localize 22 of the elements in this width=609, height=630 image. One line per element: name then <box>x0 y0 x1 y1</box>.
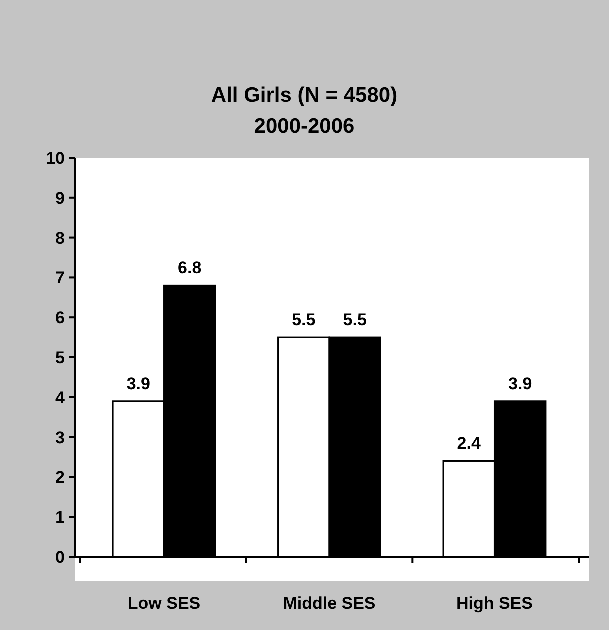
y-tick-label: 3 <box>56 428 65 448</box>
chart-subtitle: 2000-2006 <box>254 115 355 138</box>
y-tick-label: 6 <box>56 308 65 328</box>
data-label: 5.5 <box>343 310 367 330</box>
x-tick-label: High SES <box>456 594 533 613</box>
y-tick-label: 9 <box>56 188 65 208</box>
y-tick-label: 5 <box>56 348 65 368</box>
y-tick-label: 10 <box>46 148 65 168</box>
y-tick-label: 2 <box>56 468 65 488</box>
y-tick-label: 1 <box>56 508 65 528</box>
x-tick-label: Middle SES <box>283 594 376 613</box>
data-label: 3.9 <box>508 374 532 394</box>
data-label: 2.4 <box>457 434 482 454</box>
data-label: 5.5 <box>292 310 316 330</box>
chart-title: All Girls (N = 4580) <box>211 84 398 107</box>
y-tick-label: 8 <box>56 228 65 248</box>
y-tick-label: 7 <box>56 268 65 288</box>
y-tick-label: 0 <box>56 548 65 567</box>
data-label: 3.9 <box>126 374 150 394</box>
x-tick-label: Low SES <box>128 594 201 613</box>
y-tick-label: 4 <box>56 388 66 408</box>
data-label: 6.8 <box>178 258 202 278</box>
